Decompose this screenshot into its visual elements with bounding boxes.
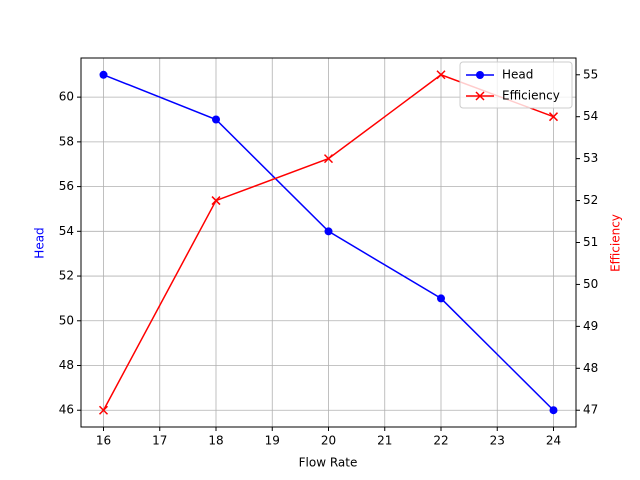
point (437, 294, 445, 303)
y2-tick-label: 52 (583, 193, 598, 207)
y2-tick-label: 55 (583, 67, 598, 81)
y2-tick-label: 54 (583, 109, 598, 123)
x-tick-label: 18 (208, 434, 223, 448)
y2-tick-label: 49 (583, 319, 598, 333)
point (323, 154, 334, 164)
x-tick-label: 24 (546, 434, 561, 448)
y-axis-label: Head (33, 227, 47, 258)
point (212, 115, 220, 124)
y-tick-label: 46 (59, 403, 74, 417)
y2-axis-label: Efficiency (609, 214, 623, 272)
legend-marker (475, 91, 485, 101)
point (548, 112, 559, 122)
y-tick-label: 50 (59, 313, 74, 327)
y-tick-label: 48 (59, 358, 74, 372)
point (324, 227, 333, 236)
plot-frame (80, 57, 577, 428)
point (99, 70, 108, 79)
legend-marker (476, 71, 484, 79)
y-tick-label: 52 (59, 269, 74, 283)
point (436, 70, 446, 80)
y2-tick-label: 53 (583, 151, 598, 165)
point (549, 406, 558, 415)
y-tick-label: 58 (59, 134, 74, 148)
y2-tick-label: 47 (583, 403, 598, 417)
y-tick-label: 56 (59, 179, 74, 193)
legend-label: Head (502, 68, 533, 82)
x-tick-label: 17 (152, 434, 167, 448)
point (211, 196, 221, 206)
x-tick-label: 22 (433, 434, 448, 448)
x-tick-label: 21 (377, 434, 392, 448)
x-axis-label: Flow Rate (299, 456, 358, 470)
y2-tick-label: 51 (583, 235, 598, 249)
y2-tick-label: 48 (583, 361, 598, 375)
y-tick-label: 60 (59, 90, 74, 104)
y2-tick-label: 50 (583, 277, 598, 291)
x-tick-label: 20 (321, 434, 336, 448)
legend-label: Efficiency (502, 89, 560, 103)
x-tick-label: 23 (490, 434, 505, 448)
x-tick-label: 16 (96, 434, 111, 448)
point (98, 405, 109, 415)
x-tick-label: 19 (265, 434, 280, 448)
y-tick-label: 54 (59, 224, 74, 238)
